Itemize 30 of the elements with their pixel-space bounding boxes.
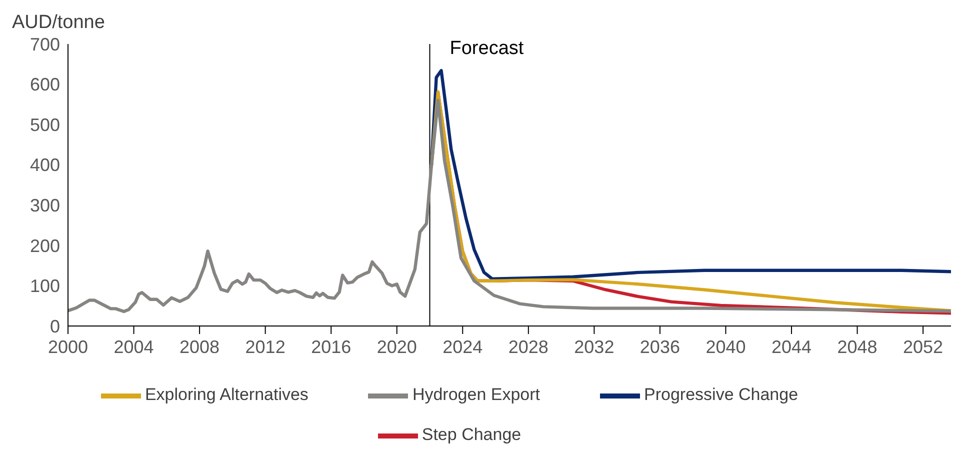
line-series (68, 98, 951, 314)
y-tick-label: 100 (30, 276, 60, 296)
x-tick-label: 2048 (837, 336, 878, 357)
y-tick-label: 200 (30, 236, 60, 256)
x-tick-label: 2032 (574, 336, 614, 357)
y-tick-label: 400 (30, 155, 60, 176)
x-tick-label: 2044 (771, 336, 812, 357)
legend-label: Hydrogen Export (412, 385, 540, 404)
x-tick-label: 2000 (48, 336, 88, 357)
legend-label: Progressive Change (644, 385, 798, 404)
y-tick-label: 500 (30, 114, 60, 135)
line-series (430, 68, 951, 280)
x-tick-label: 2008 (180, 336, 220, 357)
x-tick-label: 2024 (442, 336, 483, 357)
x-tick-label: 2020 (376, 336, 417, 357)
y-tick-label: 600 (30, 74, 60, 95)
y-axis-title: AUD/tonne (12, 12, 105, 34)
legend-label: Step Change (422, 425, 522, 444)
x-tick-label: 2016 (311, 336, 352, 357)
y-tick-label: 700 (30, 34, 60, 54)
x-tick-label: 2004 (114, 336, 154, 357)
x-tick-label: 2012 (245, 336, 286, 357)
x-tick-label: 2040 (706, 336, 746, 357)
y-tick-label: 300 (30, 196, 60, 216)
x-tick-label: 2052 (903, 336, 944, 357)
x-tick-label: 2036 (640, 336, 680, 357)
y-tick-label: 0 (50, 316, 60, 336)
legend-label: Exploring Alternatives (144, 385, 308, 404)
ref-line-label: Forecast (450, 38, 524, 59)
x-tick-label: 2028 (508, 336, 548, 357)
